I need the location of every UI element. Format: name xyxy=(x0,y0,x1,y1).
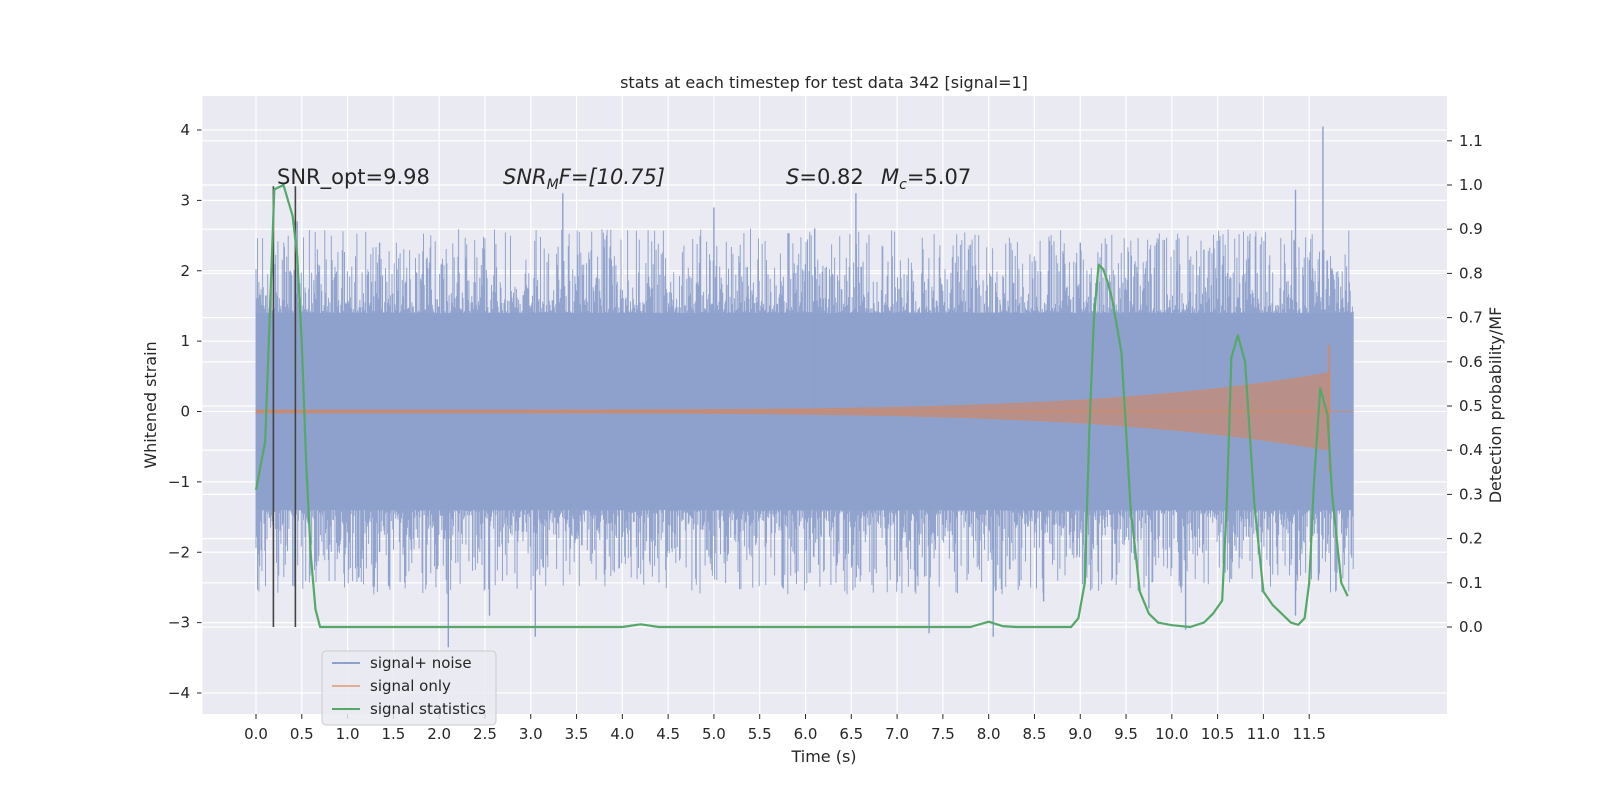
y2-tick-label: 0.4 xyxy=(1459,441,1483,459)
event-markers xyxy=(272,186,297,627)
chart-title: stats at each timestep for test data 342… xyxy=(620,73,1028,92)
x-tick-label: 3.5 xyxy=(565,725,589,743)
legend-label-signal: signal only xyxy=(370,677,451,695)
y2-tick-label: 1.1 xyxy=(1459,132,1483,150)
x-tick-label: 4.0 xyxy=(610,725,634,743)
y2-tick-label: 0.3 xyxy=(1459,485,1483,503)
y-tick-label: 2 xyxy=(180,262,190,280)
mc-value: =5.07 xyxy=(907,165,971,189)
annotation-mc: Mc=5.07 xyxy=(881,165,971,193)
y2-tick-label: 0.2 xyxy=(1459,530,1483,548)
legend: signal+ noise signal only signal statist… xyxy=(321,650,497,726)
s-value: =0.82 xyxy=(799,165,863,189)
x-tick-label: 8.0 xyxy=(977,725,1001,743)
x-tick-label: 0.5 xyxy=(290,725,314,743)
legend-box xyxy=(321,650,497,726)
annotation-snr-mf: SNRMF=[10.75] xyxy=(503,165,665,193)
y-tick-label: −2 xyxy=(168,543,190,561)
x-tick-label: 8.5 xyxy=(1023,725,1047,743)
y2-tick-label: 1.0 xyxy=(1459,176,1483,194)
x-tick-label: 5.5 xyxy=(748,725,772,743)
snr-mf-sub: M xyxy=(547,177,559,193)
noise-peaks xyxy=(296,126,1324,648)
x-tick-label: 7.0 xyxy=(885,725,909,743)
x-tick-label: 6.0 xyxy=(794,725,818,743)
y-axis-label: Whitened strain xyxy=(141,341,160,468)
stats-series xyxy=(254,183,1349,629)
y-tick-label: −3 xyxy=(168,614,190,632)
s-prefix: S xyxy=(786,165,799,189)
y-tick-label: 0 xyxy=(180,403,190,421)
noise-trace xyxy=(255,228,1354,595)
x-tick-label: 7.5 xyxy=(931,725,955,743)
y-tick-label: −4 xyxy=(168,684,190,702)
x-tick-label: 2.5 xyxy=(473,725,497,743)
x-tick-label: 10.0 xyxy=(1155,725,1188,743)
x-tick-label: 11.5 xyxy=(1293,725,1326,743)
y2-tick-label: 0.5 xyxy=(1459,397,1483,415)
y2-tick-label: 0.8 xyxy=(1459,264,1483,282)
y2-axis-ticks: 1.1 1.0 0.9 0.8 0.7 0.6 0.5 0.4 0.3 0.2 0.1 0.0 xyxy=(1447,132,1483,636)
snr-mf-rest: F=[10.75] xyxy=(559,165,665,189)
y2-tick-label: 0.6 xyxy=(1459,353,1483,371)
x-tick-label: 1.5 xyxy=(381,725,405,743)
mc-sub: c xyxy=(899,177,907,193)
y2-tick-label: 0.1 xyxy=(1459,574,1483,592)
snr-mf-prefix: SNR xyxy=(503,165,547,189)
x-tick-label: 0.0 xyxy=(244,725,268,743)
x-axis-ticks: 0.0 0.5 1.0 1.5 2.0 2.5 3.0 3.5 4.0 4.5 5.0 5.5 6.0 6… xyxy=(244,714,1326,743)
x-tick-label: 4.5 xyxy=(656,725,680,743)
y-tick-label: 3 xyxy=(180,191,190,209)
y-tick-label: −1 xyxy=(168,473,190,491)
x-tick-label: 2.0 xyxy=(427,725,451,743)
legend-label-noise: signal+ noise xyxy=(370,654,472,672)
y2-axis-label: Detection probability/MF xyxy=(1486,307,1505,504)
y2-tick-label: 0.0 xyxy=(1459,618,1483,636)
y-axis-ticks: 4 3 2 1 0 −1 −2 −3 −4 xyxy=(168,121,202,702)
x-tick-label: 6.5 xyxy=(839,725,863,743)
mc-prefix: M xyxy=(881,165,899,189)
x-tick-label: 3.0 xyxy=(519,725,543,743)
x-tick-label: 9.0 xyxy=(1068,725,1092,743)
x-tick-label: 9.5 xyxy=(1114,725,1138,743)
y2-tick-label: 0.9 xyxy=(1459,220,1483,238)
y-tick-label: 4 xyxy=(180,121,190,139)
annotation-s: S=0.82 xyxy=(786,165,864,189)
x-tick-label: 11.0 xyxy=(1247,725,1280,743)
x-tick-label: 5.0 xyxy=(702,725,726,743)
x-tick-label: 1.0 xyxy=(336,725,360,743)
y2-tick-label: 0.7 xyxy=(1459,309,1483,327)
stats-line xyxy=(254,183,1349,629)
annotation-snr-opt: SNR_opt=9.98 xyxy=(277,165,430,190)
x-tick-label: 10.5 xyxy=(1201,725,1234,743)
legend-label-stats: signal statistics xyxy=(370,700,486,718)
y-tick-label: 1 xyxy=(180,332,190,350)
x-axis-label: Time (s) xyxy=(790,747,856,766)
